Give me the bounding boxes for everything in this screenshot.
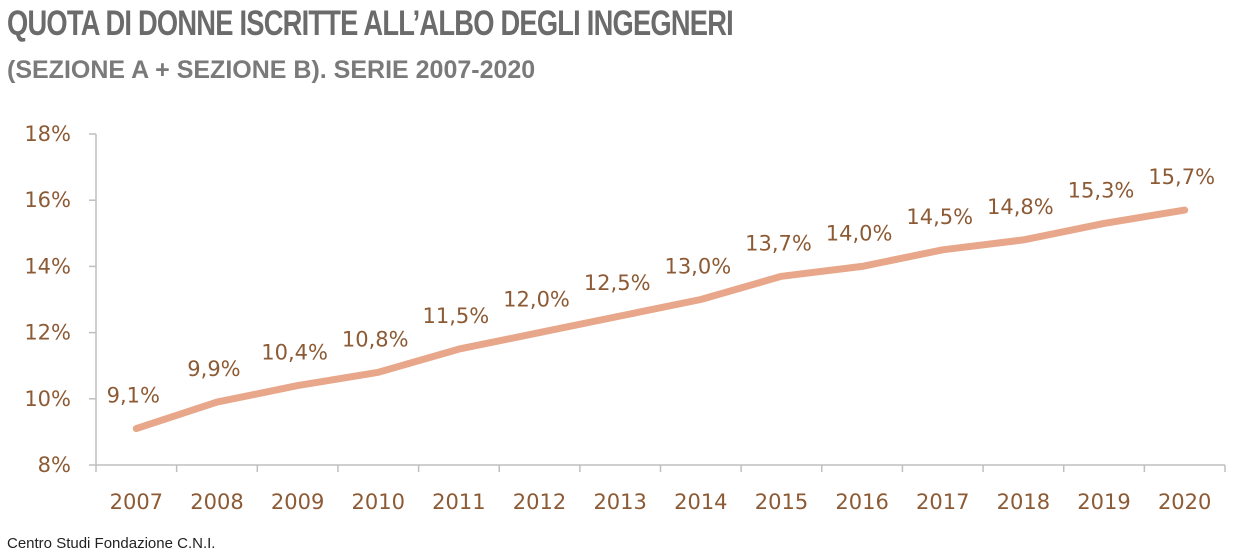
x-tick-label: 2008 (190, 490, 243, 514)
y-tick-label: 16% (24, 188, 71, 212)
x-tick-label: 2016 (835, 490, 888, 514)
x-tick-label: 2018 (997, 490, 1050, 514)
y-tick-label: 12% (24, 321, 71, 345)
chart-title: QUOTA DI DONNE ISCRITTE ALL’ALBO DEGLI I… (7, 4, 734, 43)
x-tick-label: 2012 (513, 490, 566, 514)
data-label: 15,7% (1148, 165, 1215, 189)
x-tick-label: 2017 (916, 490, 969, 514)
x-tick-label: 2009 (271, 490, 324, 514)
x-tick-label: 2010 (352, 490, 405, 514)
data-label: 9,9% (187, 357, 240, 381)
data-label: 12,0% (503, 288, 570, 312)
x-tick-label: 2019 (1077, 490, 1130, 514)
data-label: 14,5% (906, 205, 973, 229)
y-tick-label: 14% (24, 254, 71, 278)
x-tick-label: 2015 (755, 490, 808, 514)
y-tick-label: 10% (24, 387, 71, 411)
data-label: 14,8% (987, 195, 1054, 219)
y-tick-label: 8% (38, 453, 71, 477)
source-note: Centro Studi Fondazione C.N.I. (7, 535, 216, 552)
x-tick-label: 2011 (432, 490, 485, 514)
data-label: 10,8% (342, 327, 409, 351)
data-label: 12,5% (584, 271, 651, 295)
data-label: 11,5% (423, 304, 490, 328)
data-label: 13,7% (745, 231, 812, 255)
data-label: 10,4% (261, 341, 328, 365)
x-tick-label: 2013 (593, 490, 646, 514)
y-tick-label: 18% (24, 122, 71, 146)
data-label: 9,1% (107, 384, 160, 408)
data-label: 13,0% (664, 255, 731, 279)
chart-subtitle: (SEZIONE A + SEZIONE B). SERIE 2007-2020 (7, 56, 536, 84)
x-tick-label: 2007 (110, 490, 163, 514)
data-label: 15,3% (1068, 178, 1135, 202)
x-tick-label: 2014 (674, 490, 727, 514)
series-line (132, 206, 1189, 433)
x-tick-label: 2020 (1158, 490, 1211, 514)
data-label: 14,0% (826, 221, 893, 245)
